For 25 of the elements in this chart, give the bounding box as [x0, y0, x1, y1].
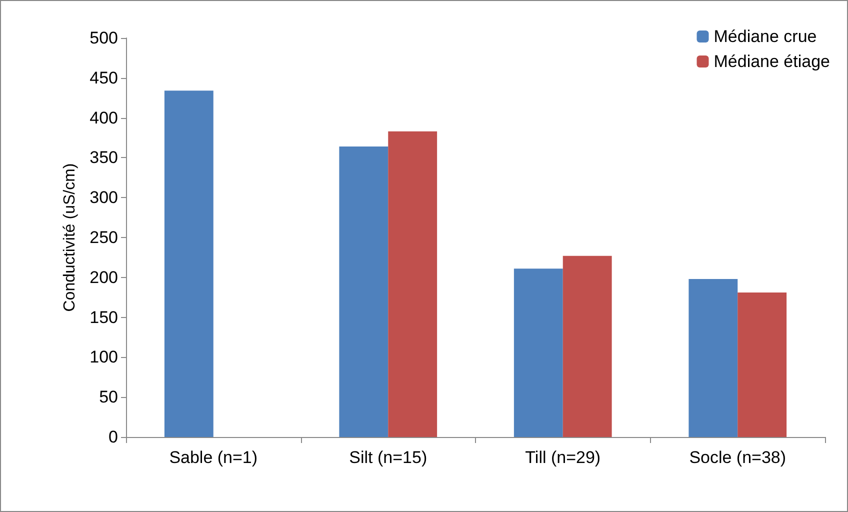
- bar: [388, 131, 438, 437]
- bar: [514, 268, 563, 437]
- y-tick-label: 150: [90, 308, 118, 327]
- bar: [164, 90, 214, 437]
- x-tick-label: Till (n=29): [525, 448, 601, 467]
- legend-label: Médiane crue: [714, 27, 817, 46]
- y-tick-label: 50: [99, 388, 118, 407]
- x-tick-label: Socle (n=38): [689, 448, 786, 467]
- y-tick-label: 250: [90, 228, 118, 247]
- y-tick-label: 200: [90, 268, 118, 287]
- y-tick-label: 450: [90, 68, 118, 88]
- bar: [562, 256, 612, 437]
- legend-label: Médiane étiage: [714, 52, 830, 71]
- y-tick-label: 300: [90, 188, 118, 208]
- y-tick-label: 100: [90, 348, 118, 367]
- bar: [738, 292, 787, 437]
- y-tick-label: 500: [90, 28, 118, 48]
- y-tick-label: 350: [90, 148, 118, 168]
- x-tick-label: Silt (n=15): [349, 448, 428, 467]
- bar: [688, 278, 738, 437]
- y-tick-label: 400: [90, 108, 118, 128]
- bar: [339, 146, 388, 437]
- y-tick-label: 0: [108, 428, 118, 446]
- x-tick-label: Sable (n=1): [169, 448, 258, 467]
- y-axis-title: Conductivité (uS/cm): [62, 163, 78, 312]
